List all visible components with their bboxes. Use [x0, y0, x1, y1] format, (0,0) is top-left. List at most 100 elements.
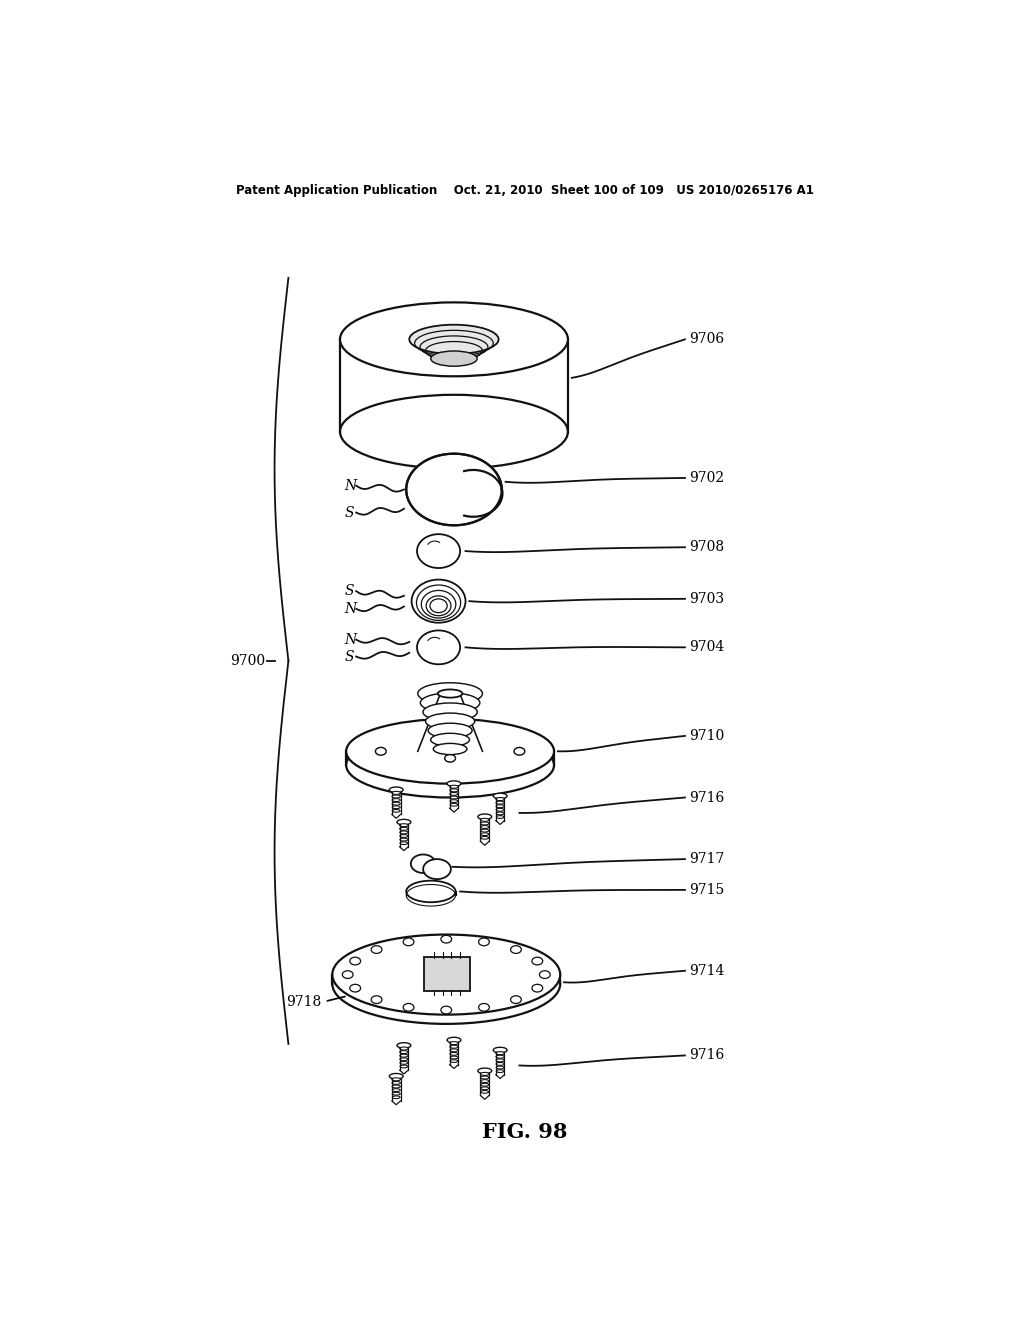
Ellipse shape — [450, 800, 458, 803]
Text: 9716: 9716 — [689, 1048, 724, 1063]
Ellipse shape — [392, 1078, 400, 1081]
Text: 9704: 9704 — [689, 640, 724, 655]
Ellipse shape — [350, 957, 360, 965]
Ellipse shape — [480, 1072, 489, 1076]
Ellipse shape — [342, 970, 353, 978]
Ellipse shape — [421, 693, 480, 713]
Ellipse shape — [497, 812, 504, 814]
Ellipse shape — [447, 781, 461, 787]
Ellipse shape — [346, 733, 554, 797]
Text: S: S — [345, 649, 354, 664]
Ellipse shape — [400, 842, 408, 845]
Ellipse shape — [481, 1086, 488, 1090]
FancyBboxPatch shape — [424, 957, 470, 991]
Ellipse shape — [392, 1081, 400, 1085]
Ellipse shape — [450, 1056, 458, 1059]
Ellipse shape — [333, 944, 560, 1024]
Ellipse shape — [392, 795, 400, 799]
Ellipse shape — [392, 807, 400, 809]
Ellipse shape — [431, 351, 477, 366]
Ellipse shape — [480, 818, 489, 821]
Text: N: N — [345, 632, 356, 647]
Ellipse shape — [481, 837, 488, 840]
Ellipse shape — [376, 747, 386, 755]
Ellipse shape — [399, 1047, 409, 1049]
Ellipse shape — [371, 995, 382, 1003]
Ellipse shape — [444, 741, 456, 748]
Ellipse shape — [400, 1065, 408, 1068]
Text: 9703: 9703 — [689, 591, 724, 606]
Ellipse shape — [450, 1049, 458, 1052]
Ellipse shape — [346, 719, 554, 784]
Ellipse shape — [399, 828, 409, 830]
Ellipse shape — [480, 825, 488, 829]
Text: S: S — [345, 585, 354, 598]
Ellipse shape — [423, 859, 451, 879]
Ellipse shape — [417, 535, 460, 568]
Text: 9718: 9718 — [287, 994, 322, 1008]
Ellipse shape — [481, 1090, 488, 1093]
Ellipse shape — [444, 755, 456, 762]
Ellipse shape — [478, 814, 492, 820]
Polygon shape — [407, 454, 502, 525]
Ellipse shape — [392, 1096, 400, 1098]
Ellipse shape — [399, 824, 409, 826]
Ellipse shape — [478, 1003, 489, 1011]
Text: 9700: 9700 — [230, 653, 265, 668]
Ellipse shape — [450, 785, 459, 788]
Ellipse shape — [423, 704, 477, 721]
Ellipse shape — [450, 789, 458, 792]
Ellipse shape — [497, 1067, 504, 1069]
Ellipse shape — [480, 829, 488, 832]
Ellipse shape — [441, 1006, 452, 1014]
Text: 9715: 9715 — [689, 883, 724, 896]
Ellipse shape — [400, 838, 408, 841]
Ellipse shape — [531, 985, 543, 993]
Text: 9717: 9717 — [689, 853, 724, 866]
Ellipse shape — [392, 1093, 400, 1096]
Text: 9702: 9702 — [689, 471, 724, 484]
Ellipse shape — [430, 599, 447, 612]
Ellipse shape — [389, 1073, 403, 1078]
Polygon shape — [464, 470, 503, 516]
Ellipse shape — [350, 985, 360, 993]
Ellipse shape — [400, 1061, 408, 1064]
Ellipse shape — [480, 1080, 488, 1082]
Ellipse shape — [389, 787, 403, 792]
Ellipse shape — [433, 743, 467, 755]
Ellipse shape — [496, 808, 504, 812]
Ellipse shape — [438, 689, 463, 698]
Ellipse shape — [333, 935, 560, 1015]
Ellipse shape — [497, 816, 504, 818]
Ellipse shape — [392, 809, 400, 812]
Ellipse shape — [399, 1057, 408, 1061]
Ellipse shape — [392, 792, 400, 795]
Text: 9706: 9706 — [689, 333, 724, 346]
Ellipse shape — [531, 957, 543, 965]
Ellipse shape — [496, 801, 505, 804]
Ellipse shape — [410, 325, 499, 354]
Ellipse shape — [399, 1051, 409, 1053]
Ellipse shape — [451, 1060, 458, 1063]
Ellipse shape — [496, 1059, 504, 1061]
Ellipse shape — [494, 793, 507, 799]
Ellipse shape — [481, 833, 488, 836]
Ellipse shape — [371, 945, 382, 953]
Ellipse shape — [392, 799, 400, 801]
Ellipse shape — [450, 1052, 458, 1055]
Ellipse shape — [480, 1084, 488, 1086]
Ellipse shape — [397, 1043, 411, 1048]
Ellipse shape — [397, 820, 411, 825]
Text: 9708: 9708 — [689, 540, 724, 554]
Ellipse shape — [478, 939, 489, 945]
Ellipse shape — [431, 734, 470, 746]
Ellipse shape — [412, 579, 466, 623]
Ellipse shape — [418, 682, 482, 705]
Ellipse shape — [494, 1047, 507, 1053]
Ellipse shape — [451, 804, 458, 807]
Ellipse shape — [392, 1089, 400, 1092]
Text: FIG. 98: FIG. 98 — [482, 1122, 567, 1142]
Ellipse shape — [399, 832, 408, 834]
Ellipse shape — [496, 1055, 505, 1059]
Ellipse shape — [428, 723, 472, 738]
